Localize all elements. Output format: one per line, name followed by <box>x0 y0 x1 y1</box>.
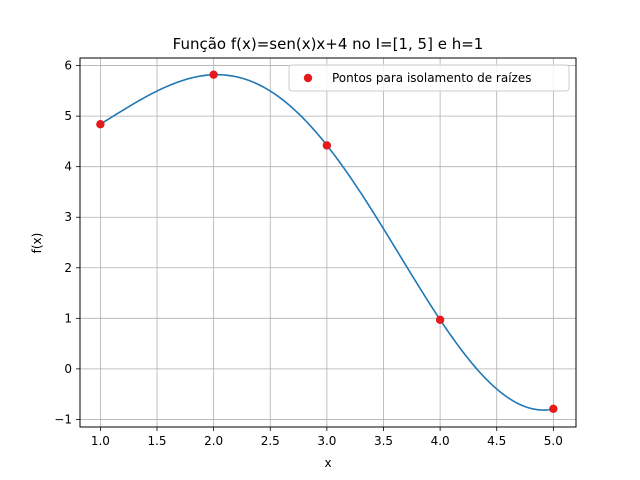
y-tick-label: 1 <box>64 311 72 325</box>
scatter-point <box>549 404 558 414</box>
legend: Pontos para isolamento de raízes <box>288 64 570 92</box>
y-axis-title: f(x) <box>30 233 44 254</box>
scatter-point <box>435 315 445 325</box>
x-tick-label: 1.5 <box>147 434 166 448</box>
x-tick-label: 1.0 <box>91 434 110 448</box>
y-tick-label: 5 <box>64 109 72 123</box>
scatter-point <box>322 141 332 150</box>
x-tick-label: 3.0 <box>317 434 336 448</box>
scatter-points-group <box>96 70 558 414</box>
legend-label: Pontos para isolamento de raízes <box>332 71 531 85</box>
y-axis-ticks: −1 0 1 2 3 4 5 6 <box>54 59 80 426</box>
x-tick-label: 2.0 <box>204 434 223 448</box>
y-tick-label: 3 <box>64 210 72 224</box>
x-tick-label: 4.5 <box>487 434 506 448</box>
y-tick-label: 6 <box>64 59 72 73</box>
y-tick-label: 2 <box>64 261 72 275</box>
x-tick-label: 2.5 <box>261 434 280 448</box>
plot-frame <box>79 57 577 428</box>
y-tick-label: 0 <box>64 362 72 376</box>
legend-box <box>288 64 570 92</box>
scatter-point <box>96 120 105 129</box>
y-tick-label: −1 <box>54 412 72 426</box>
x-tick-label: 4.0 <box>431 434 450 448</box>
grid-lines <box>80 58 576 427</box>
x-tick-label: 3.5 <box>374 434 393 448</box>
legend-marker <box>303 73 313 83</box>
x-tick-label: 5.0 <box>544 434 563 448</box>
y-tick-label: 4 <box>64 160 72 174</box>
scatter-point <box>209 70 218 79</box>
chart-title: Função f(x)=sen(x)x+4 no I=[1, 5] e h=1 <box>173 35 484 53</box>
x-axis-ticks: 1.0 1.5 2.0 2.5 3.0 3.5 4.0 4.5 5.0 <box>91 427 563 448</box>
x-axis-title: x <box>324 456 331 470</box>
